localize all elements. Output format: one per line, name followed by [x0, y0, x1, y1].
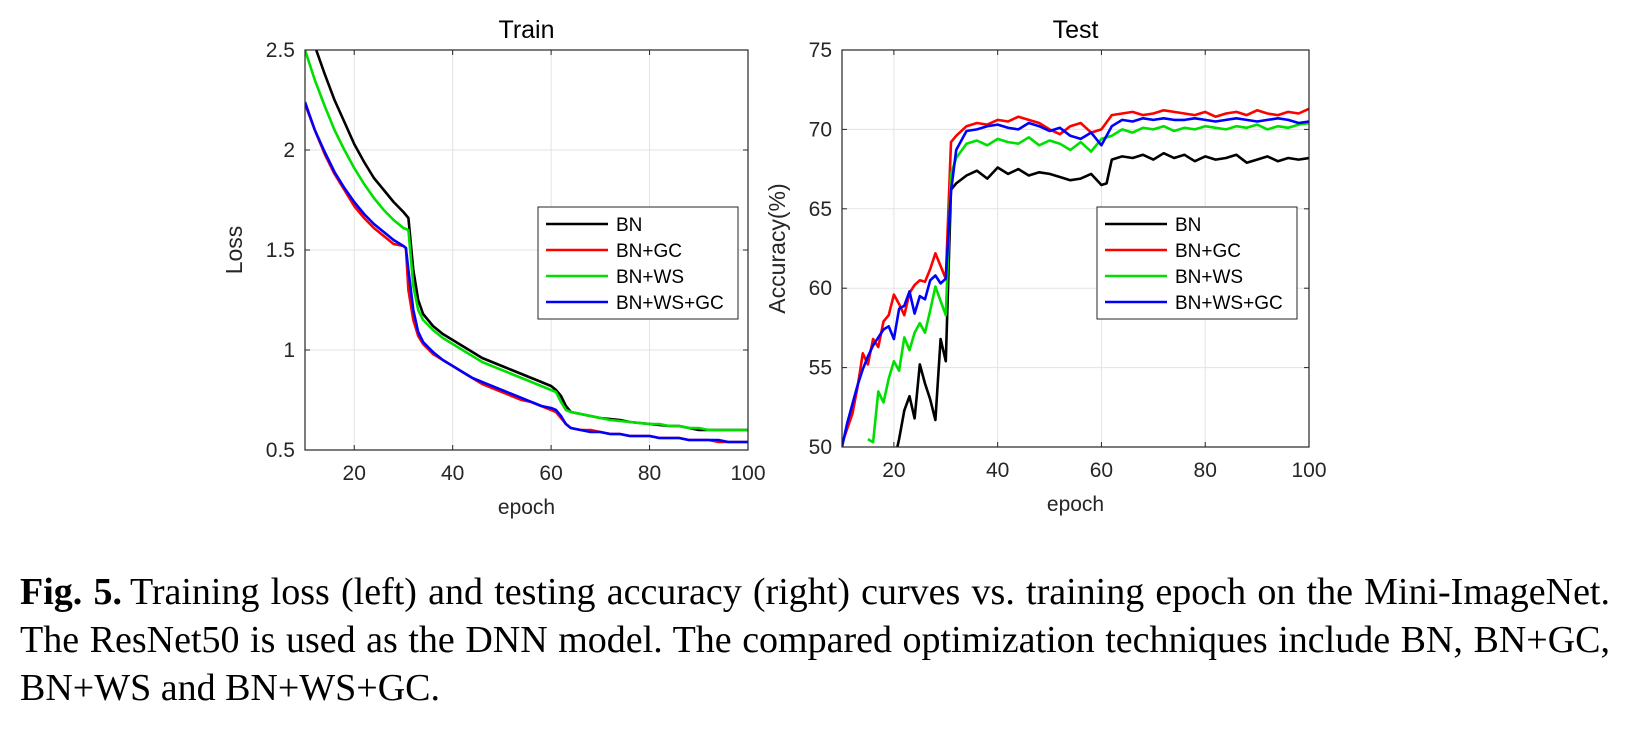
- x-tick-label: 40: [441, 462, 464, 485]
- series-line-bn: [896, 151, 1309, 447]
- x-tick-label: 40: [986, 459, 1009, 482]
- train-chart: 20 40 60 80 1000.511.522.5TrainepochLossBNBN…: [221, 16, 766, 519]
- y-tick-label: 2: [283, 139, 295, 162]
- legend-label: BN: [1175, 215, 1201, 236]
- y-tick-label: 1.5: [266, 239, 295, 262]
- test-chart: 20 40 60 80 100 50 55 60 65 70 75 Test epoch Accuracy…: [764, 16, 1327, 516]
- y-tick-label: 2.5: [266, 39, 295, 62]
- series-line-bn-ws: [305, 50, 748, 432]
- legend-label: BN+WS: [616, 267, 684, 288]
- test-legend: BN BN+GC BN+WS BN+WS+GC: [1096, 206, 1298, 320]
- test-x-axis-label: epoch: [1047, 493, 1104, 516]
- series-line-bn-ws-gc: [842, 117, 1309, 447]
- legend-label: BN+WS+GC: [616, 293, 724, 314]
- train-x-axis-label: epoch: [498, 496, 555, 519]
- legend-label: BN+GC: [1175, 241, 1241, 262]
- x-tick-label: 20: [882, 459, 905, 482]
- test-title: Test: [1053, 16, 1099, 44]
- train-title: Train: [498, 16, 554, 44]
- figure-caption: Fig. 5. Training loss (left) and testing …: [20, 568, 1610, 712]
- series-line-bn-ws-gc: [305, 101, 748, 444]
- x-tick-label: 80: [1194, 459, 1217, 482]
- y-tick-label: 1: [283, 339, 295, 362]
- y-tick-label: 75: [809, 39, 832, 62]
- caption-label: Fig. 5.: [20, 571, 122, 613]
- y-tick-label: 55: [809, 357, 832, 380]
- y-tick-label: 70: [809, 118, 832, 141]
- y-tick-label: 50: [809, 436, 832, 459]
- x-tick-label: 60: [539, 462, 562, 485]
- x-tick-label: 100: [1291, 459, 1326, 482]
- legend-label: BN: [616, 215, 642, 236]
- train-series: [305, 50, 748, 444]
- x-tick-label: 80: [638, 462, 661, 485]
- legend-box: [1096, 206, 1298, 320]
- legend-label: BN+GC: [616, 241, 682, 262]
- series-line-bn-ws: [867, 121, 1309, 444]
- y-tick-label: 60: [809, 277, 832, 300]
- figure: 20 40 60 80 100 0.5 1 1.5 2 2.5 Train epoch Loss BN BN…: [221, 16, 1327, 519]
- x-tick-label: 20: [343, 462, 366, 485]
- legend-box: [537, 206, 739, 320]
- caption-text: Training loss (left) and testing accurac…: [20, 571, 1610, 709]
- test-series: [842, 107, 1309, 447]
- legend-label: BN+WS: [1175, 267, 1243, 288]
- x-tick-label: 100: [730, 462, 765, 485]
- x-tick-label: 60: [1090, 459, 1113, 482]
- test-axes-box: [841, 49, 1310, 448]
- train-legend: BN BN+GC BN+WS BN+WS+GC: [537, 206, 739, 320]
- y-tick-label: 65: [809, 198, 832, 221]
- y-tick-label: 0.5: [266, 439, 295, 462]
- charts-canvas: 20 40 60 80 1000.511.522.5TrainepochLossBNBN…: [221, 16, 1327, 519]
- train-y-axis-label: Loss: [221, 226, 247, 275]
- test-y-axis-label: Accuracy(%): [764, 183, 790, 313]
- legend-label: BN+WS+GC: [1175, 293, 1283, 314]
- series-line-bn-gc: [842, 107, 1309, 445]
